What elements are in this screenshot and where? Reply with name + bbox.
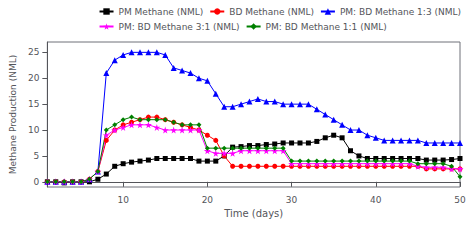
svg-text:50: 50 [454,195,466,205]
svg-text:PM: BD Methane 1:1 (NML): PM: BD Methane 1:1 (NML) [266,22,387,32]
svg-text:40: 40 [370,195,382,205]
svg-text:10: 10 [117,195,129,205]
svg-text:Methane Production (NML): Methane Production (NML) [8,55,18,174]
svg-text:20: 20 [202,195,214,205]
svg-text:PM: BD Methane 1:3 (NML): PM: BD Methane 1:3 (NML) [340,7,461,17]
svg-text:0: 0 [34,177,40,187]
svg-text:PM: BD Methane 3:1 (NML): PM: BD Methane 3:1 (NML) [119,22,240,32]
svg-text:Time (days): Time (days) [223,208,283,219]
svg-text:BD Methane (NML): BD Methane (NML) [229,7,314,17]
svg-text:15: 15 [28,99,39,109]
svg-text:25: 25 [28,47,39,57]
svg-text:PM Methane (NML): PM Methane (NML) [119,7,204,17]
svg-text:30: 30 [286,195,298,205]
svg-text:10: 10 [28,125,40,135]
svg-text:20: 20 [28,73,40,83]
svg-text:5: 5 [34,151,40,161]
